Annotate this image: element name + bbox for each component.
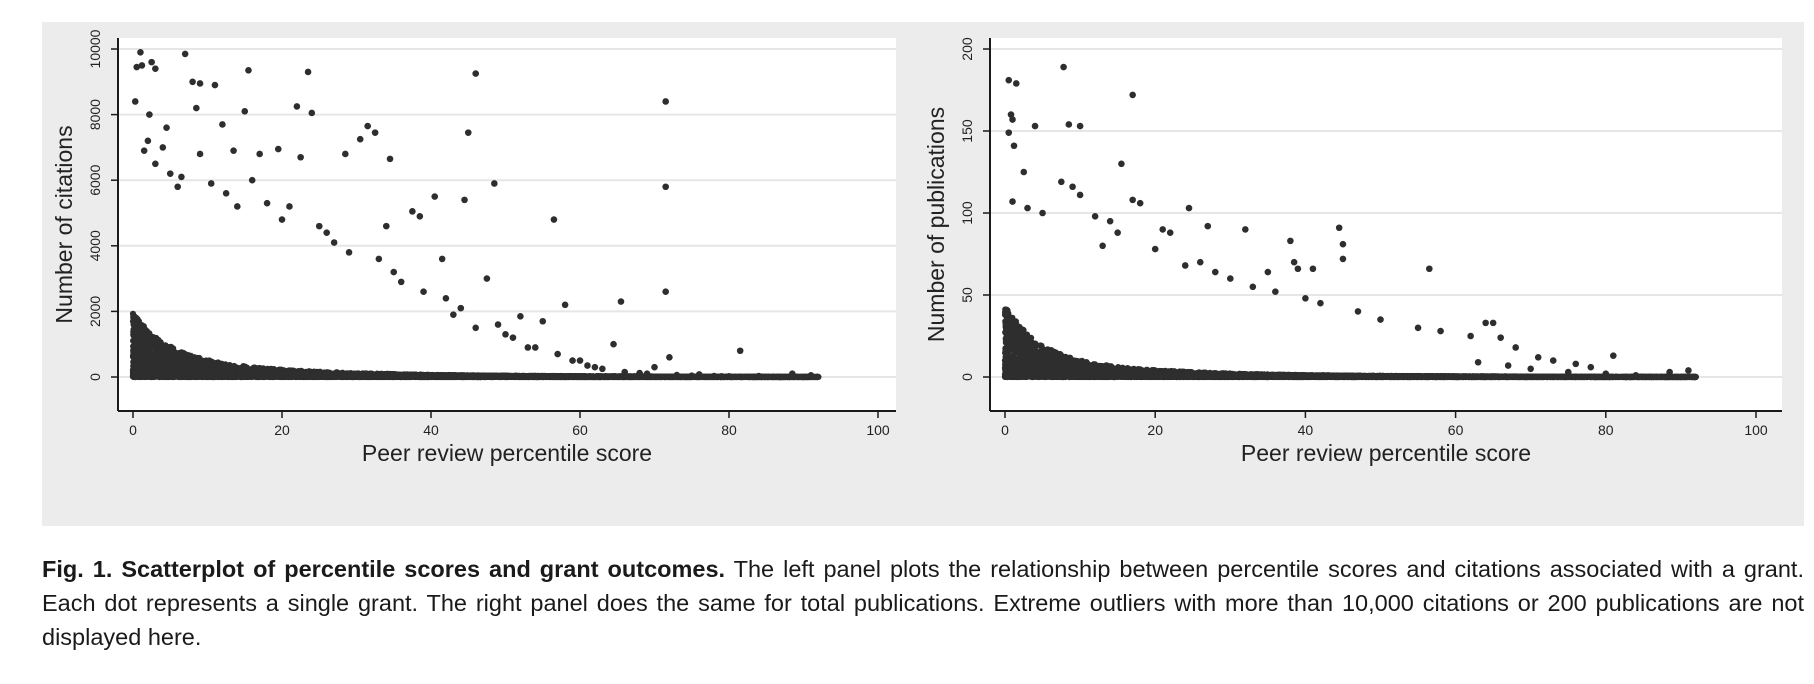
data-point <box>181 355 189 362</box>
data-point <box>169 345 177 352</box>
data-point <box>145 330 152 337</box>
data-point <box>194 360 202 367</box>
data-point <box>661 373 669 380</box>
plot-area <box>118 38 896 411</box>
data-point <box>162 348 169 355</box>
data-point <box>181 350 188 357</box>
data-point <box>187 352 195 359</box>
data-point <box>151 354 158 361</box>
data-point <box>151 335 158 342</box>
dense-point-cloud <box>129 310 822 381</box>
data-point <box>129 310 137 317</box>
data-point <box>142 351 149 358</box>
data-point <box>155 347 162 354</box>
data-point <box>168 356 175 363</box>
data-point <box>196 354 203 362</box>
data-point <box>161 358 168 365</box>
data-point <box>132 354 139 361</box>
figure-panel: 0 2000 4000 6000 8000 10000 0 20 40 60 80 100 Peer r… <box>42 22 1804 526</box>
